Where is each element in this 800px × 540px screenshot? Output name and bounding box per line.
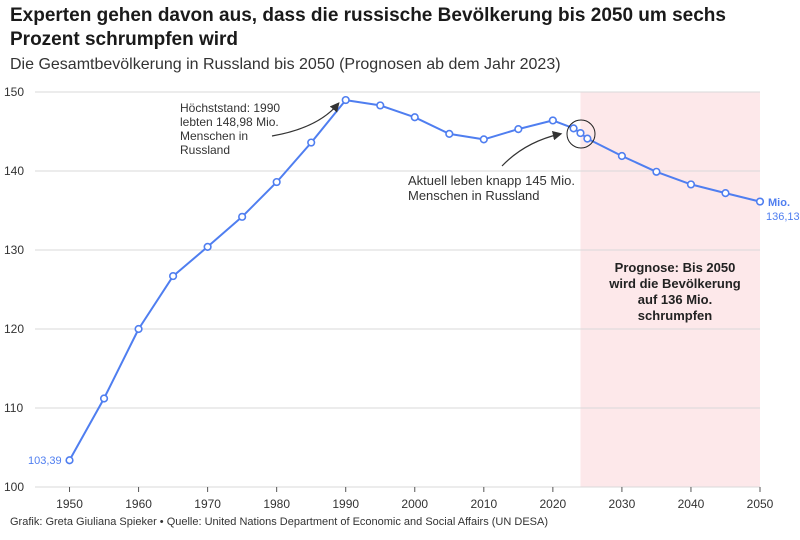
y-tick-label-120: 120 — [4, 322, 24, 336]
data-point-1950 — [65, 456, 74, 465]
chart-subtitle: Die Gesamtbevölkerung in Russland bis 20… — [10, 56, 561, 73]
end-value-label: 136,13 — [766, 211, 800, 223]
data-point-1985 — [307, 138, 316, 147]
x-tick-label-2030: 2030 — [609, 497, 636, 511]
forecast-annotation-line-3: auf 136 Mio. — [638, 292, 712, 307]
current-highlight-circle — [566, 119, 596, 149]
data-point-1995 — [376, 101, 385, 110]
y-tick-label-150: 150 — [4, 85, 24, 99]
current-annotation-line-1: Aktuell leben knapp 145 Mio. — [408, 173, 575, 188]
x-tick-label-1950: 1950 — [56, 497, 83, 511]
forecast-annotation-line-4: schrumpfen — [638, 308, 712, 323]
data-point-2040 — [686, 180, 696, 189]
peak-annotation-line-2: lebten 148,98 Mio. — [180, 115, 279, 129]
x-tick-label-1970: 1970 — [194, 497, 221, 511]
x-tick-label-1980: 1980 — [263, 497, 290, 511]
y-tick-label-100: 100 — [4, 480, 24, 494]
data-point-1955 — [99, 394, 109, 403]
data-point-2010 — [479, 135, 488, 144]
x-tick-label-2010: 2010 — [470, 497, 497, 511]
data-point-2030 — [617, 151, 627, 161]
x-tick-label-1960: 1960 — [125, 497, 152, 511]
data-point-1965 — [168, 271, 178, 281]
chart-title: Experten gehen davon aus, dass die russi… — [10, 5, 726, 50]
peak-annotation-arrow — [271, 102, 340, 137]
forecast-band — [580, 92, 760, 487]
current-annotation-arrow — [501, 130, 563, 167]
peak-annotation-line-4: Russland — [180, 143, 230, 157]
data-point-2050 — [755, 197, 765, 206]
peak-annotation-line-1: Höchststand: 1990 — [180, 101, 280, 115]
forecast-annotation-line-1: Prognose: Bis 2050 — [615, 260, 736, 275]
y-tick-label-110: 110 — [4, 401, 23, 415]
source-footer: Grafik: Greta Giuliana Spieker • Quelle:… — [10, 516, 548, 528]
x-tick-label-2020: 2020 — [540, 497, 567, 511]
forecast-annotation-line-2: wird die Bevölkerung — [608, 276, 741, 291]
end-unit-label: Mio. — [768, 197, 790, 209]
data-point-2024 — [576, 128, 585, 138]
start-value-label: 103,39 — [28, 455, 62, 467]
data-point-2015 — [514, 125, 523, 134]
data-point-2035 — [652, 167, 661, 176]
data-point-1960 — [134, 324, 143, 334]
x-tick-label-2000: 2000 — [401, 497, 428, 511]
x-tick-label-2050: 2050 — [747, 497, 774, 511]
y-tick-label-130: 130 — [4, 243, 24, 257]
data-point-1975 — [238, 212, 247, 221]
y-tick-label-140: 140 — [4, 164, 24, 178]
data-point-1980 — [272, 177, 281, 187]
data-point-2020 — [548, 116, 557, 125]
data-point-2023 — [569, 124, 578, 133]
data-point-2005 — [445, 129, 454, 138]
data-point-2045 — [721, 189, 730, 198]
data-point-1970 — [203, 242, 212, 251]
x-tick-label-1990: 1990 — [332, 497, 359, 511]
data-point-2025 — [583, 134, 592, 143]
x-tick-label-2040: 2040 — [678, 497, 705, 511]
peak-annotation-line-3: Menschen in — [180, 129, 248, 143]
current-annotation-line-2: Menschen in Russland — [408, 188, 540, 203]
data-point-1990 — [341, 95, 350, 105]
data-point-2000 — [410, 113, 419, 122]
